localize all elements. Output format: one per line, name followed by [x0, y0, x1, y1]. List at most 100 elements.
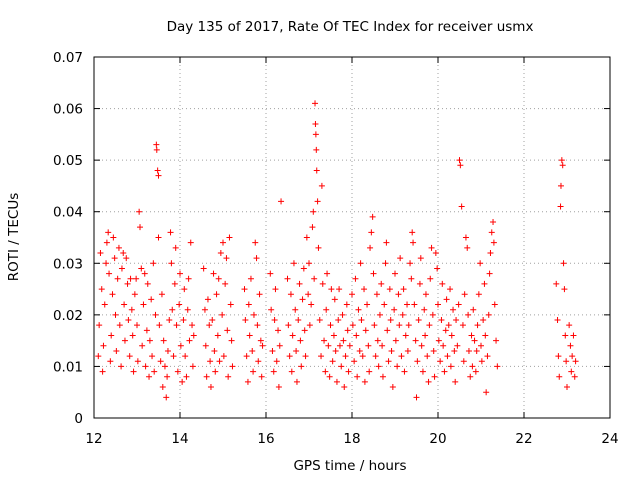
data-point: [152, 311, 159, 318]
data-point: [186, 337, 193, 344]
data-point: [361, 286, 368, 293]
data-point: [267, 270, 274, 277]
data-point: [440, 342, 447, 349]
data-point: [295, 317, 302, 324]
data-point: [379, 373, 386, 380]
data-point: [313, 167, 320, 174]
data-point: [391, 306, 398, 313]
data-point: [243, 353, 250, 360]
data-point: [299, 296, 306, 303]
data-point: [163, 394, 170, 401]
data-point: [369, 213, 376, 220]
data-point: [331, 296, 338, 303]
y-tick-label: 0.07: [53, 50, 83, 66]
data-point: [144, 280, 151, 287]
data-point: [312, 131, 319, 138]
data-point: [558, 157, 565, 164]
data-point: [336, 342, 343, 349]
data-point: [338, 363, 345, 370]
data-point: [319, 280, 326, 287]
data-point: [454, 342, 461, 349]
data-point: [451, 347, 458, 354]
data-point: [134, 358, 141, 365]
data-point: [336, 286, 343, 293]
data-point: [485, 311, 492, 318]
data-point: [109, 291, 116, 298]
data-point: [273, 358, 280, 365]
data-point: [190, 332, 197, 339]
data-point: [339, 311, 346, 318]
x-tick-label: 16: [257, 431, 274, 447]
data-point: [270, 368, 277, 375]
data-point: [275, 327, 282, 334]
data-point: [395, 291, 402, 298]
data-point: [228, 337, 235, 344]
data-point: [566, 322, 573, 329]
data-point: [288, 368, 295, 375]
data-point: [418, 342, 425, 349]
data-point: [180, 317, 187, 324]
x-tick-labels: 12 14 16 18 20 22 24: [85, 431, 618, 447]
data-point: [149, 353, 156, 360]
data-point: [434, 265, 441, 272]
data-point: [473, 347, 480, 354]
data-point: [211, 347, 218, 354]
data-point: [146, 337, 153, 344]
data-point: [359, 353, 366, 360]
data-point: [374, 337, 381, 344]
data-point: [298, 363, 305, 370]
data-point: [312, 100, 319, 107]
data-point: [421, 306, 428, 313]
data-point: [330, 332, 337, 339]
chart-grid: [94, 57, 610, 418]
data-point: [478, 342, 484, 349]
data-point: [467, 373, 474, 380]
data-point: [373, 291, 380, 298]
data-point: [215, 275, 222, 282]
data-point: [381, 301, 388, 308]
data-point: [170, 353, 177, 360]
data-point: [216, 358, 223, 365]
data-point: [362, 327, 369, 334]
data-point: [210, 270, 217, 277]
data-point: [242, 317, 249, 324]
data-point: [255, 358, 262, 365]
data-point: [185, 275, 192, 282]
data-point: [269, 347, 276, 354]
data-point: [427, 275, 434, 282]
data-point: [107, 358, 114, 365]
data-point: [392, 337, 399, 344]
data-point: [459, 322, 466, 329]
data-point: [357, 260, 364, 267]
data-point: [379, 342, 386, 349]
data-point: [344, 327, 351, 334]
data-point: [325, 342, 332, 349]
data-point: [425, 378, 432, 385]
data-point: [419, 368, 426, 375]
data-point: [187, 239, 194, 246]
data-point: [303, 234, 310, 241]
data-point: [456, 157, 463, 164]
x-tick-label: 12: [85, 431, 102, 447]
data-point: [116, 322, 123, 329]
data-point: [249, 347, 256, 354]
data-point: [478, 358, 485, 365]
data-point: [148, 296, 155, 303]
data-point: [177, 270, 183, 277]
data-point: [309, 224, 316, 231]
data-point: [219, 311, 226, 318]
data-point: [305, 291, 312, 298]
data-point: [396, 322, 403, 329]
data-point: [146, 373, 153, 380]
data-point: [271, 317, 278, 324]
data-point: [207, 358, 214, 365]
data-point: [382, 260, 389, 267]
y-tick-label: 0: [74, 411, 83, 427]
data-point: [318, 182, 325, 189]
data-point: [181, 286, 188, 293]
data-point: [461, 291, 468, 298]
data-point: [285, 322, 292, 329]
data-point: [323, 306, 330, 313]
y-tick-label: 0.05: [53, 153, 83, 169]
